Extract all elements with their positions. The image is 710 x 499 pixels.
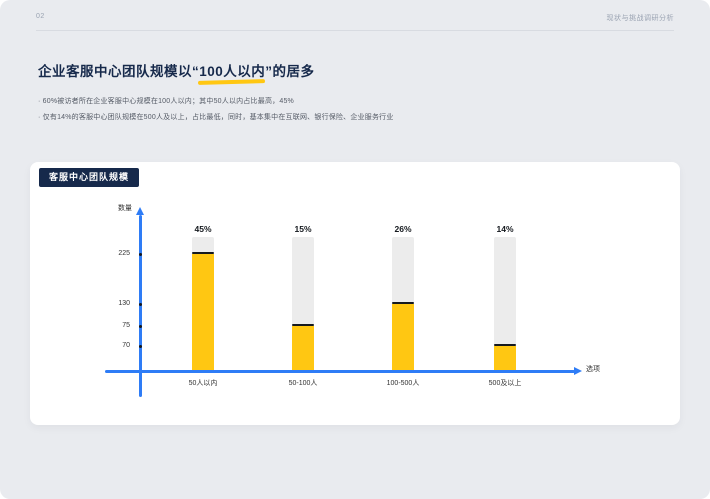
y-tick-dot xyxy=(138,252,142,256)
bar-cap xyxy=(392,301,414,304)
y-tick-label: 75 xyxy=(122,321,130,329)
bar-percent-label: 15% xyxy=(294,224,312,234)
bar-percent-label: 45% xyxy=(194,224,212,234)
headline-highlight: “100人以内” xyxy=(192,60,273,80)
y-tick-dot xyxy=(138,344,142,348)
bar-cap xyxy=(292,323,314,326)
category-label: 50人以内 xyxy=(188,380,218,387)
bar-percent-label: 14% xyxy=(496,224,514,234)
header-divider xyxy=(36,30,674,31)
y-tick-label: 130 xyxy=(118,299,130,307)
x-axis-line xyxy=(105,369,575,373)
x-axis-label: 选项 xyxy=(586,366,600,373)
page-number: 02 xyxy=(36,13,45,20)
chart-plot: 数量 选项 45% 50人以内 15% 50-100人 26% 100-500人 14% 50… xyxy=(30,162,680,425)
bar-fill xyxy=(292,326,314,370)
bullet-item: · 60%被访者所在企业客服中心规模在100人以内；其中50人以内占比最高，45… xyxy=(38,98,294,105)
headline: 企业客服中心团队规模以“100人以内”的居多 xyxy=(38,60,315,80)
bullet-list: · 60%被访者所在企业客服中心规模在100人以内；其中50人以内占比最高，45… xyxy=(38,96,394,128)
bar-fill xyxy=(392,304,414,370)
headline-prefix: 企业客服中心团队规模以 xyxy=(38,64,192,79)
chart-title-badge: 客服中心团队规模 xyxy=(39,168,140,187)
x-axis-arrow-icon xyxy=(574,366,582,375)
y-tick-dot xyxy=(138,324,142,328)
y-axis-line xyxy=(138,215,142,397)
bar-cap xyxy=(192,251,214,254)
y-axis-arrow-icon xyxy=(135,207,144,215)
bullet-item: · 仅有14%的客服中心团队规模在500人及以上，占比最低，同时，基本集中在互联… xyxy=(38,114,394,121)
category-label: 500及以上 xyxy=(488,380,522,387)
y-tick-label: 70 xyxy=(122,341,130,349)
category-label: 50-100人 xyxy=(288,380,318,387)
bar-fill xyxy=(192,254,214,370)
bar-cap xyxy=(494,343,516,346)
y-axis-label: 数量 xyxy=(118,205,132,212)
section-label: 现状与挑战调研分析 xyxy=(606,15,674,22)
y-tick-dot xyxy=(138,302,142,306)
y-tick-label: 225 xyxy=(118,249,130,257)
bar-fill xyxy=(494,346,516,370)
category-label: 100-500人 xyxy=(386,380,420,387)
chart-card: 客服中心团队规模 数量 选项 45% 50人以内 15% 50-100人 26% 100-… xyxy=(30,162,680,425)
bar-track xyxy=(494,237,516,370)
headline-suffix: 的居多 xyxy=(272,64,315,79)
bar-percent-label: 26% xyxy=(394,224,412,234)
